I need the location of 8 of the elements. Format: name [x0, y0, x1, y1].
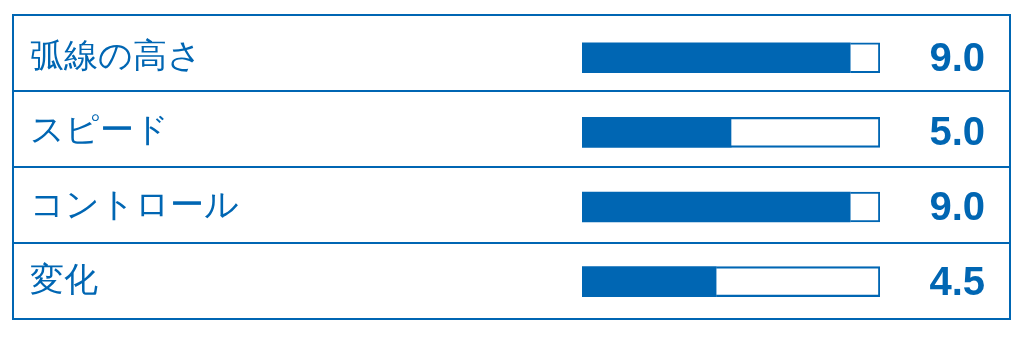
y-tick-label: 弧線の高さ	[30, 34, 202, 75]
data-label: 4.5	[929, 258, 985, 303]
data-label: 9.0	[929, 184, 985, 229]
y-tick-label: 変化	[30, 258, 98, 299]
data-label: 5.0	[929, 109, 985, 154]
y-tick-label: コントロール	[30, 183, 239, 224]
data-label: 9.0	[929, 34, 985, 79]
y-tick-label: スピード	[30, 109, 169, 150]
